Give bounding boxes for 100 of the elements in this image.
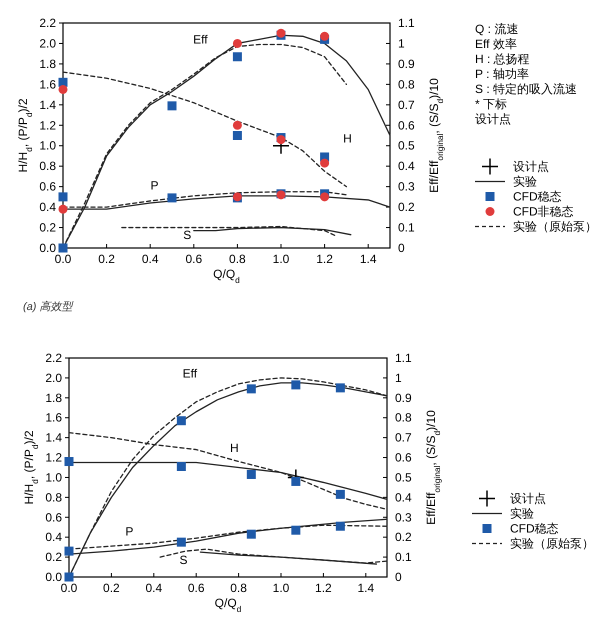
y-tick-label: 2.2 <box>45 351 62 365</box>
annotation: H <box>343 131 352 146</box>
y2-tick-label: 0.5 <box>395 470 412 484</box>
y2-tick-label: 0.8 <box>395 410 412 425</box>
y2-tick-label: 0.5 <box>398 138 416 153</box>
annotation: H <box>230 441 239 456</box>
point <box>176 538 186 547</box>
legend-label: 实验 <box>513 174 537 188</box>
x-tick-label: 0.0 <box>60 581 78 595</box>
legend-label: CFD稳态 <box>510 522 559 536</box>
text: * 下标 <box>475 97 508 111</box>
point <box>320 192 330 202</box>
y2-tick-label: 0.6 <box>398 118 416 132</box>
y-tick-label: 0.6 <box>45 510 62 524</box>
x-tick-label: 1.4 <box>357 581 374 595</box>
point <box>176 462 186 472</box>
x-tick-label: 0.8 <box>230 581 248 595</box>
x-tick-label: 0.0 <box>54 252 72 266</box>
y2-tick-label: 0.2 <box>398 200 416 214</box>
y2-tick-label: 0.3 <box>398 180 416 194</box>
x-tick-label: 0.4 <box>142 252 159 266</box>
point <box>336 522 345 531</box>
y-tick-label: 1.4 <box>45 430 62 445</box>
x-tick-label: 1.0 <box>272 252 290 266</box>
y-tick-label: 1.0 <box>39 138 56 153</box>
point <box>246 470 256 479</box>
y2-tick-label: 1.1 <box>395 351 412 365</box>
y2-tick-label: 1 <box>398 36 405 50</box>
point <box>291 526 300 535</box>
legend-label: CFD非稳态 <box>513 204 574 218</box>
y-tick-label: 1.8 <box>39 56 56 71</box>
legend-label: 设计点 <box>510 492 546 506</box>
annotation: S <box>179 552 188 567</box>
point <box>64 457 74 466</box>
annotation: Eff <box>193 32 208 46</box>
point <box>176 416 186 426</box>
text: Q : 流速 <box>475 22 518 36</box>
point <box>246 384 256 394</box>
y-tick-label: 2.0 <box>39 36 56 50</box>
point <box>58 84 68 94</box>
annotation: P <box>125 524 134 538</box>
y2-tick-label: 0.2 <box>395 530 412 544</box>
y-tick-label: 0.4 <box>45 530 62 544</box>
text: 设计点 <box>475 112 511 126</box>
point <box>232 131 242 140</box>
y2-tick-label: 0.4 <box>398 159 416 174</box>
point <box>291 380 300 390</box>
y-tick-label: 0.2 <box>39 220 56 235</box>
y-tick-label: 0.2 <box>45 550 62 564</box>
y2-tick-label: 0.6 <box>395 450 412 465</box>
point <box>168 101 176 110</box>
y2-tick-label: 0.9 <box>398 56 416 71</box>
y2-tick-label: 0.1 <box>398 220 416 235</box>
line-series <box>160 548 388 564</box>
text: H : 总扬程 <box>475 52 530 66</box>
point <box>232 120 242 130</box>
x-tick-label: 0.6 <box>188 581 205 595</box>
point <box>336 383 345 392</box>
y-tick-label: 1.0 <box>45 470 62 484</box>
y-tick-label: 1.6 <box>45 410 62 425</box>
y-tick-label: 2.2 <box>39 16 56 30</box>
legend-label: 实验（原始泵） <box>510 536 594 550</box>
y2-tick-label: 0.1 <box>395 550 412 564</box>
point <box>58 204 68 214</box>
y-tick-label: 2.0 <box>45 370 62 385</box>
x-axis-title: Q/Q$_{d}$ <box>213 267 240 285</box>
point <box>320 32 330 41</box>
x-tick-label: 0.8 <box>229 252 246 266</box>
y-tick-label: 0.8 <box>45 490 62 504</box>
y2-tick-label: 0 <box>398 241 405 255</box>
text: S : 特定的吸入流速 <box>475 82 578 96</box>
point <box>58 192 68 202</box>
y-tick-label: 0.0 <box>39 241 56 255</box>
point <box>291 476 300 486</box>
x-tick-label: 1.0 <box>272 581 290 595</box>
legend-label: 实验 <box>510 506 534 520</box>
y-tick-label: 1.4 <box>39 98 56 112</box>
y-tick-label: 0.6 <box>39 180 56 194</box>
y2-tick-label: 0.3 <box>395 510 412 524</box>
x-tick-label: 1.2 <box>316 252 334 266</box>
point <box>336 490 345 499</box>
y2-tick-label: 0.7 <box>395 430 412 445</box>
y2-tick-label: 0.7 <box>398 98 416 112</box>
y-tick-label: 0.0 <box>45 570 62 584</box>
text: (a) 高效型 <box>23 300 74 313</box>
y-tick-label: 1.8 <box>45 390 62 405</box>
annotation: S <box>183 228 192 242</box>
x-tick-label: 0.6 <box>185 252 202 266</box>
text: Eff 效率 <box>475 37 517 51</box>
legend-label: 实验（原始泵） <box>513 220 597 234</box>
text: P : 轴功率 <box>475 67 529 81</box>
annotation: Eff <box>182 366 198 381</box>
y-tick-label: 0.4 <box>39 200 56 214</box>
x-tick-label: 1.2 <box>315 581 332 595</box>
point <box>320 158 330 168</box>
point <box>168 193 176 202</box>
y-tick-label: 1.2 <box>39 118 56 132</box>
y2-tick-label: 0.9 <box>395 390 412 405</box>
point <box>232 38 242 48</box>
point <box>64 572 74 582</box>
